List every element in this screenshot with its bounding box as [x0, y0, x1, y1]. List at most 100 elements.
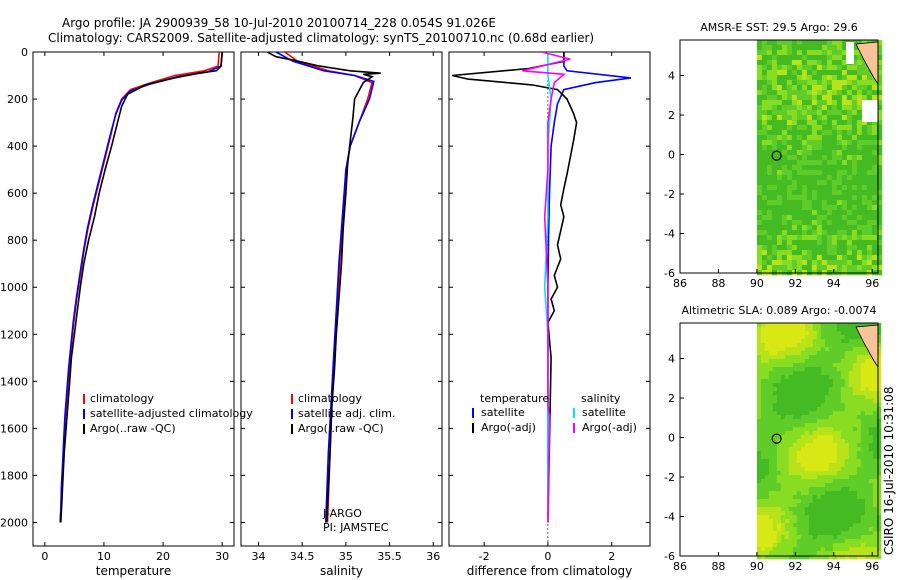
map-cell	[856, 463, 862, 468]
map-cell	[804, 411, 810, 416]
map-cell	[806, 200, 813, 206]
map-cell	[851, 85, 858, 91]
map-cell	[840, 451, 846, 456]
map-cell	[781, 225, 788, 231]
map-cell	[832, 555, 838, 560]
map-cell	[792, 367, 798, 372]
map-cell	[846, 160, 853, 166]
map-cell	[836, 110, 843, 116]
map-cell	[826, 250, 833, 256]
map-cell	[828, 507, 834, 512]
map-cell	[836, 235, 843, 241]
map-cell	[831, 130, 838, 136]
map-cell	[791, 115, 798, 121]
map-cell	[844, 367, 850, 372]
map-cell	[801, 255, 808, 261]
map-cell	[816, 403, 822, 408]
map-cell	[836, 165, 843, 171]
map-cell	[816, 471, 822, 476]
map-cell	[828, 411, 834, 416]
map-cell	[852, 447, 858, 452]
map-cell	[772, 547, 778, 552]
map-cell	[760, 435, 766, 440]
map-cell	[864, 511, 870, 516]
map-cell	[846, 245, 853, 251]
map-cell	[876, 543, 882, 548]
map-cell	[824, 363, 830, 368]
map-cell	[796, 371, 802, 376]
map-cell	[840, 511, 846, 516]
map-cell	[852, 395, 858, 400]
map-cell	[826, 235, 833, 241]
map-cell	[872, 407, 878, 412]
map-cell	[786, 75, 793, 81]
map-cell	[841, 175, 848, 181]
map-cell	[781, 70, 788, 76]
map-cell	[840, 407, 846, 412]
map-cell	[832, 367, 838, 372]
map-cell	[820, 475, 826, 480]
map-cell	[781, 220, 788, 226]
map-cell	[852, 367, 858, 372]
map-cell	[868, 535, 874, 540]
map-cell	[872, 411, 878, 416]
map-cell	[766, 260, 773, 266]
map-cell	[804, 335, 810, 340]
x-tick-label: 94	[827, 277, 841, 290]
map-cell	[812, 475, 818, 480]
map-cell	[756, 467, 762, 472]
map-cell	[860, 435, 866, 440]
map-cell	[766, 150, 773, 156]
map-cell	[796, 80, 803, 86]
map-cell	[796, 423, 802, 428]
y-tick-label: 2	[668, 392, 675, 405]
map-cell	[821, 120, 828, 126]
map-cell	[816, 180, 823, 186]
map-cell	[841, 180, 848, 186]
map-cell	[784, 471, 790, 476]
map-cell	[820, 451, 826, 456]
map-cell	[844, 463, 850, 468]
map-cell	[820, 415, 826, 420]
map-cell	[836, 367, 842, 372]
map-cell	[860, 547, 866, 552]
map-cell	[832, 407, 838, 412]
map-cell	[832, 535, 838, 540]
map-cell	[780, 415, 786, 420]
map-cell	[846, 115, 853, 121]
map-cell	[844, 327, 850, 332]
map-cell	[780, 371, 786, 376]
map-cell	[800, 439, 806, 444]
map-cell	[788, 535, 794, 540]
series-line-salinity-argo-adj-	[522, 52, 571, 523]
map-cell	[826, 180, 833, 186]
map-cell	[796, 90, 803, 96]
map-cell	[872, 479, 878, 484]
map-cell	[776, 145, 783, 151]
map-cell	[772, 439, 778, 444]
map-cell	[864, 367, 870, 372]
map-cell	[868, 359, 874, 364]
map-cell	[852, 515, 858, 520]
map-cell	[760, 519, 766, 524]
map-cell	[801, 150, 808, 156]
map-cell	[844, 379, 850, 384]
map-cell	[756, 399, 762, 404]
map-cell	[792, 523, 798, 528]
map-cell	[871, 170, 878, 176]
map-cell	[772, 339, 778, 344]
map-cell	[860, 455, 866, 460]
map-cell	[856, 527, 862, 532]
map-data-field	[756, 323, 882, 560]
map-cell	[812, 419, 818, 424]
map-cell	[816, 483, 822, 488]
map-cell	[761, 235, 768, 241]
map-cell	[860, 511, 866, 516]
plot-frame	[240, 51, 443, 547]
map-cell	[824, 343, 830, 348]
map-cell	[792, 423, 798, 428]
map-cell	[801, 195, 808, 201]
map-cell	[811, 265, 818, 271]
map-cell	[800, 419, 806, 424]
map-cell	[864, 395, 870, 400]
